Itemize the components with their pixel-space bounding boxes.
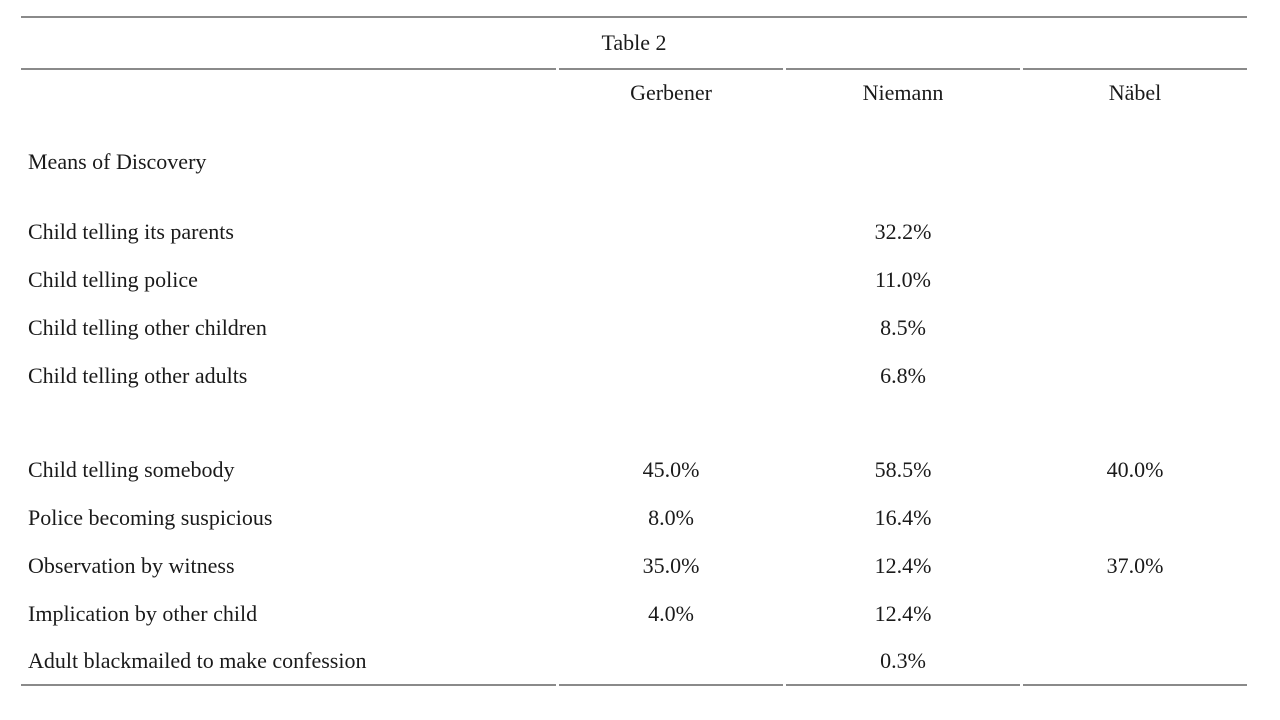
data-cell-niemann: 12.4% bbox=[874, 553, 932, 578]
table-row: Police becoming suspicious 8.0% 16.4% bbox=[21, 494, 1247, 542]
data-cell-niemann: 12.4% bbox=[874, 601, 932, 626]
data-cell-niemann: 58.5% bbox=[874, 457, 932, 482]
data-cell-gerbener bbox=[559, 208, 783, 256]
spacer-row bbox=[21, 400, 1247, 446]
row-label: Child telling police bbox=[28, 267, 198, 292]
row-label: Child telling other children bbox=[28, 315, 267, 340]
row-label: Child telling other adults bbox=[28, 363, 248, 388]
data-cell-nabel bbox=[1023, 590, 1247, 638]
data-cell-gerbener: 35.0% bbox=[642, 553, 700, 578]
table-row: Child telling other children 8.5% bbox=[21, 304, 1247, 352]
column-header-niemann: Niemann bbox=[786, 68, 1020, 116]
data-cell-nabel bbox=[1023, 638, 1248, 686]
data-cell-niemann: 16.4% bbox=[874, 505, 932, 530]
data-cell-nabel: 37.0% bbox=[1106, 553, 1164, 578]
column-header-nabel: Näbel bbox=[1023, 68, 1248, 116]
data-cell-gerbener: 45.0% bbox=[642, 457, 700, 482]
table-2: Table 2 Gerbener Niemann Näbel Means of … bbox=[18, 16, 1250, 686]
data-cell-gerbener: 4.0% bbox=[648, 601, 694, 626]
data-cell-nabel bbox=[1023, 256, 1247, 304]
column-header-gerbener: Gerbener bbox=[559, 68, 783, 116]
table-row: Adult blackmailed to make confession 0.3… bbox=[21, 638, 1248, 686]
spacer-row bbox=[21, 186, 1247, 208]
row-label: Child telling its parents bbox=[28, 219, 234, 244]
row-label: Observation by witness bbox=[28, 553, 235, 578]
row-label: Adult blackmailed to make confession bbox=[21, 638, 556, 686]
table-header-row: Gerbener Niemann Näbel bbox=[21, 68, 1248, 116]
paper-page: Table 2 Gerbener Niemann Näbel Means of … bbox=[0, 16, 1280, 720]
data-cell-niemann: 0.3% bbox=[786, 638, 1020, 686]
data-cell-niemann: 11.0% bbox=[874, 267, 931, 292]
row-label: Child telling somebody bbox=[28, 457, 235, 482]
data-cell-gerbener: 8.0% bbox=[648, 505, 694, 530]
data-cell-nabel bbox=[1023, 304, 1247, 352]
data-cell-gerbener bbox=[559, 256, 783, 304]
row-label: Implication by other child bbox=[28, 601, 258, 626]
data-cell-niemann: 6.8% bbox=[880, 363, 926, 388]
table-row: Child telling police 11.0% bbox=[21, 256, 1247, 304]
table-row: Implication by other child 4.0% 12.4% bbox=[21, 590, 1247, 638]
column-header-empty bbox=[21, 68, 556, 116]
data-cell-gerbener bbox=[559, 304, 783, 352]
data-cell-niemann: 32.2% bbox=[874, 219, 932, 244]
table-row: Child telling somebody 45.0% 58.5% 40.0% bbox=[21, 446, 1247, 494]
data-cell-niemann: 8.5% bbox=[880, 315, 926, 340]
data-cell-nabel bbox=[1023, 208, 1247, 256]
data-cell-gerbener bbox=[559, 638, 783, 686]
table-row: Observation by witness 35.0% 12.4% 37.0% bbox=[21, 542, 1247, 590]
section-header: Means of Discovery bbox=[28, 149, 207, 174]
section-header-row: Means of Discovery bbox=[21, 138, 1247, 186]
data-cell-nabel: 40.0% bbox=[1106, 457, 1164, 482]
data-cell-gerbener bbox=[559, 352, 783, 400]
table-row: Child telling other adults 6.8% bbox=[21, 352, 1247, 400]
table-row: Child telling its parents 32.2% bbox=[21, 208, 1247, 256]
table-caption-row: Table 2 bbox=[21, 16, 1248, 68]
spacer-row bbox=[21, 116, 1247, 138]
table-caption: Table 2 bbox=[21, 16, 1248, 68]
data-cell-nabel bbox=[1023, 494, 1247, 542]
row-label: Police becoming suspicious bbox=[28, 505, 273, 530]
data-cell-nabel bbox=[1023, 352, 1247, 400]
